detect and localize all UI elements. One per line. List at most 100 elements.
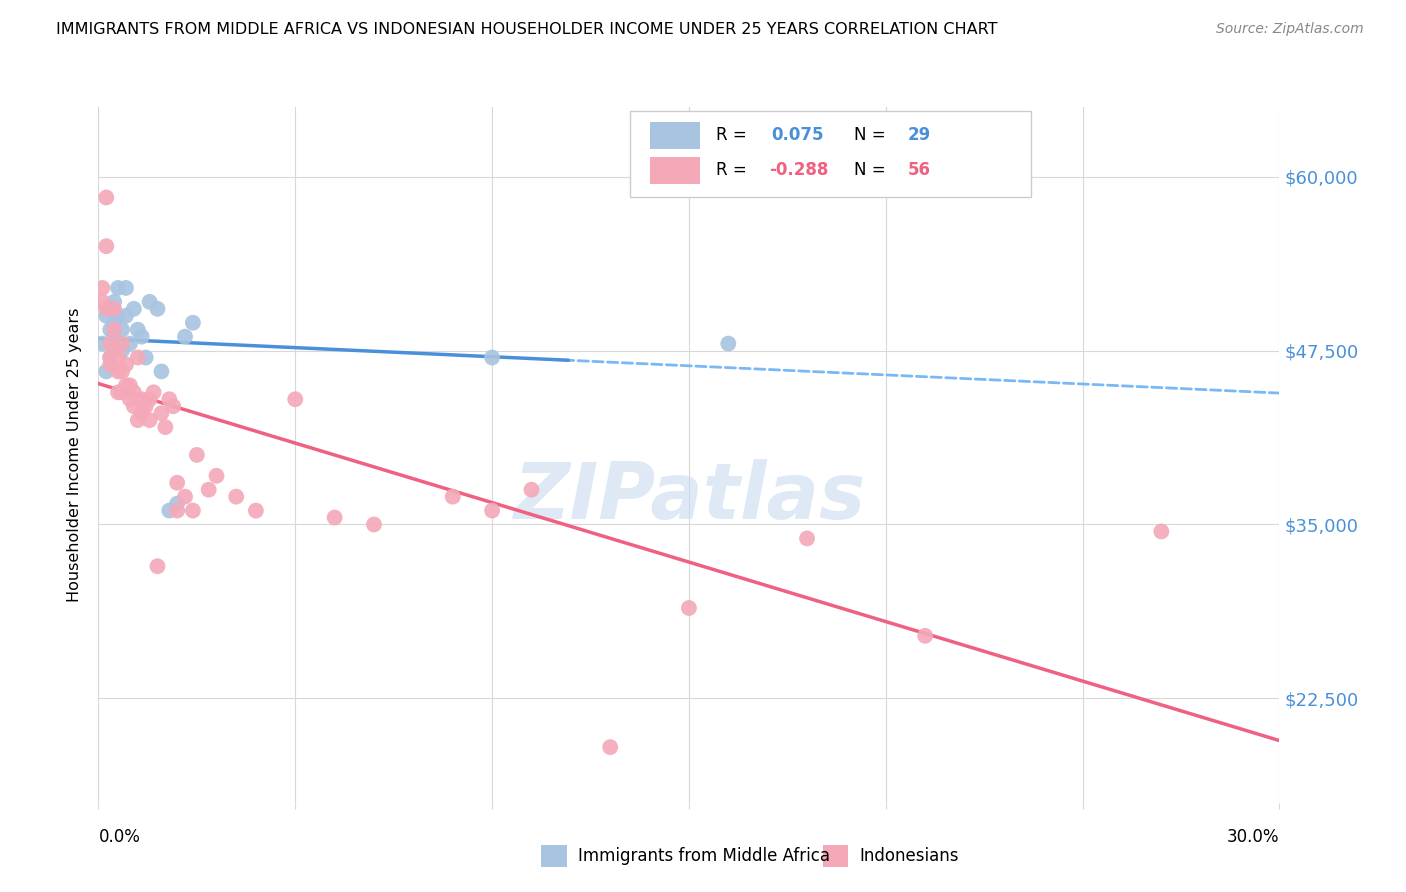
Point: [481, 503, 503, 517]
Point: [138, 413, 160, 427]
Point: [98, 323, 121, 337]
Point: [146, 301, 169, 316]
Point: [98, 301, 121, 316]
Text: R =: R =: [716, 126, 747, 144]
Point: [103, 329, 125, 343]
Point: [103, 343, 125, 358]
Point: [155, 420, 177, 434]
Point: [98, 358, 121, 372]
Point: [111, 385, 134, 400]
Point: [115, 309, 138, 323]
Point: [118, 392, 141, 407]
Text: -0.288: -0.288: [769, 161, 828, 179]
Point: [678, 601, 700, 615]
Point: [107, 385, 129, 400]
Point: [717, 336, 740, 351]
Text: Indonesians: Indonesians: [859, 847, 959, 865]
Point: [245, 503, 267, 517]
Point: [122, 301, 145, 316]
Point: [111, 343, 134, 358]
Point: [98, 351, 121, 365]
Point: [96, 309, 118, 323]
Point: [146, 559, 169, 574]
Text: N =: N =: [855, 161, 886, 179]
Point: [96, 301, 118, 316]
Point: [91, 281, 114, 295]
Point: [127, 323, 149, 337]
Point: [166, 503, 188, 517]
Y-axis label: Householder Income Under 25 years: Householder Income Under 25 years: [67, 308, 83, 602]
Point: [107, 309, 129, 323]
Point: [127, 351, 149, 365]
Point: [599, 740, 621, 755]
Point: [115, 281, 138, 295]
Point: [98, 351, 121, 365]
Text: N =: N =: [855, 126, 886, 144]
Point: [131, 329, 153, 343]
Point: [96, 364, 118, 378]
Point: [131, 406, 153, 420]
Point: [157, 503, 180, 517]
Point: [138, 294, 160, 309]
Point: [520, 483, 543, 497]
Point: [225, 490, 247, 504]
FancyBboxPatch shape: [630, 111, 1032, 197]
Point: [103, 323, 125, 337]
Point: [111, 364, 134, 378]
Point: [96, 190, 118, 204]
Point: [1150, 524, 1173, 539]
Point: [98, 336, 121, 351]
Text: ZIPatlas: ZIPatlas: [513, 458, 865, 534]
Point: [174, 490, 197, 504]
Text: R =: R =: [716, 161, 747, 179]
Point: [131, 392, 153, 407]
Point: [111, 323, 134, 337]
Point: [796, 532, 818, 546]
Point: [103, 316, 125, 330]
Point: [150, 406, 173, 420]
Text: Immigrants from Middle Africa: Immigrants from Middle Africa: [578, 847, 830, 865]
Point: [323, 510, 346, 524]
FancyBboxPatch shape: [650, 157, 700, 184]
Point: [914, 629, 936, 643]
Point: [111, 336, 134, 351]
Point: [107, 351, 129, 365]
Point: [91, 336, 114, 351]
Point: [441, 490, 464, 504]
Text: Source: ZipAtlas.com: Source: ZipAtlas.com: [1216, 22, 1364, 37]
Point: [118, 336, 141, 351]
Point: [197, 483, 219, 497]
Text: 30.0%: 30.0%: [1227, 828, 1279, 846]
Text: 0.0%: 0.0%: [98, 828, 141, 846]
Point: [481, 351, 503, 365]
Point: [103, 294, 125, 309]
Text: 56: 56: [907, 161, 931, 179]
Point: [91, 294, 114, 309]
Point: [150, 364, 173, 378]
Point: [166, 497, 188, 511]
Point: [142, 385, 165, 400]
Point: [181, 503, 204, 517]
Text: 0.075: 0.075: [772, 126, 824, 144]
Text: IMMIGRANTS FROM MIDDLE AFRICA VS INDONESIAN HOUSEHOLDER INCOME UNDER 25 YEARS CO: IMMIGRANTS FROM MIDDLE AFRICA VS INDONES…: [56, 22, 998, 37]
Point: [174, 329, 197, 343]
Point: [107, 281, 129, 295]
Point: [205, 468, 228, 483]
Point: [186, 448, 208, 462]
Point: [166, 475, 188, 490]
FancyBboxPatch shape: [650, 122, 700, 149]
Point: [107, 364, 129, 378]
Point: [96, 239, 118, 253]
Point: [284, 392, 307, 407]
Point: [157, 392, 180, 407]
Point: [103, 301, 125, 316]
Point: [118, 378, 141, 392]
Point: [122, 399, 145, 413]
Point: [115, 358, 138, 372]
Text: 29: 29: [907, 126, 931, 144]
Point: [138, 392, 160, 407]
Point: [181, 316, 204, 330]
Point: [363, 517, 385, 532]
Point: [135, 351, 157, 365]
Point: [135, 399, 157, 413]
